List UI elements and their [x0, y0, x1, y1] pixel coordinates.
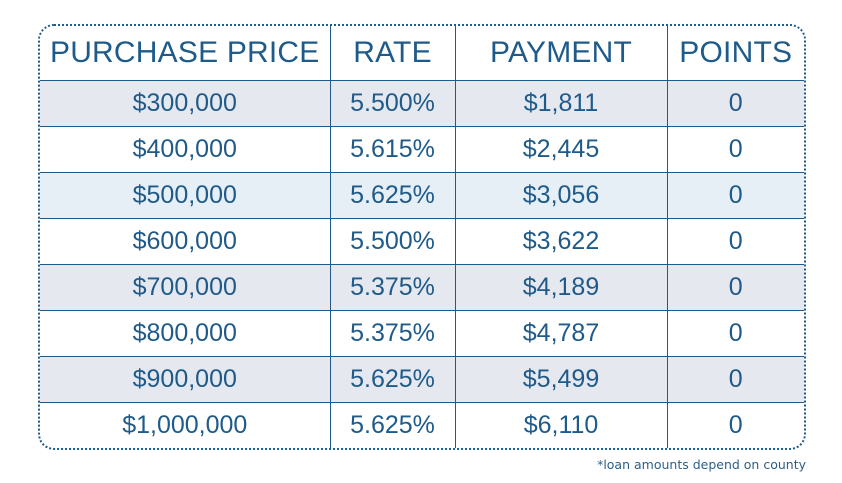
- cell-purchase-price: $300,000: [40, 80, 331, 128]
- table-row: $800,000 5.375% $4,787 0: [40, 310, 804, 358]
- cell-payment: $1,811: [455, 80, 668, 128]
- cell-points: 0: [667, 126, 804, 174]
- cell-payment: $4,787: [455, 310, 668, 358]
- cell-payment: $6,110: [455, 402, 668, 448]
- table-row: $500,000 5.625% $3,056 0: [40, 172, 804, 220]
- table-row: $600,000 5.500% $3,622 0: [40, 218, 804, 266]
- cell-points: 0: [667, 356, 804, 404]
- footnote: *loan amounts depend on county: [597, 457, 806, 472]
- table-row: $900,000 5.625% $5,499 0: [40, 356, 804, 404]
- cell-rate: 5.615%: [330, 126, 456, 174]
- cell-points: 0: [667, 310, 804, 358]
- table-header-row: PURCHASE PRICE RATE PAYMENT POINTS: [40, 26, 804, 81]
- cell-rate: 5.500%: [330, 218, 456, 266]
- header-payment: PAYMENT: [455, 26, 668, 81]
- cell-rate: 5.625%: [330, 356, 456, 404]
- rates-table: PURCHASE PRICE RATE PAYMENT POINTS $300,…: [40, 26, 804, 448]
- cell-payment: $3,056: [455, 172, 668, 220]
- cell-purchase-price: $700,000: [40, 264, 331, 312]
- cell-points: 0: [667, 264, 804, 312]
- header-rate: RATE: [330, 26, 456, 81]
- cell-payment: $2,445: [455, 126, 668, 174]
- cell-rate: 5.625%: [330, 402, 456, 448]
- cell-purchase-price: $500,000: [40, 172, 331, 220]
- cell-rate: 5.625%: [330, 172, 456, 220]
- cell-purchase-price: $900,000: [40, 356, 331, 404]
- cell-rate: 5.375%: [330, 264, 456, 312]
- table-row: $700,000 5.375% $4,189 0: [40, 264, 804, 312]
- cell-rate: 5.375%: [330, 310, 456, 358]
- table-row: $300,000 5.500% $1,811 0: [40, 80, 804, 128]
- cell-purchase-price: $1,000,000: [40, 402, 331, 448]
- cell-purchase-price: $600,000: [40, 218, 331, 266]
- cell-payment: $3,622: [455, 218, 668, 266]
- cell-points: 0: [667, 172, 804, 220]
- cell-payment: $5,499: [455, 356, 668, 404]
- cell-payment: $4,189: [455, 264, 668, 312]
- cell-purchase-price: $400,000: [40, 126, 331, 174]
- cell-purchase-price: $800,000: [40, 310, 331, 358]
- cell-points: 0: [667, 80, 804, 128]
- cell-points: 0: [728, 411, 743, 440]
- header-purchase-price: PURCHASE PRICE: [40, 26, 331, 81]
- header-points: POINTS: [667, 26, 804, 81]
- cell-rate: 5.500%: [330, 80, 456, 128]
- table-row: $400,000 5.615% $2,445 0: [40, 126, 804, 174]
- table-row: $1,000,000 5.625% $6,110 0: [40, 402, 804, 448]
- rates-table-container: PURCHASE PRICE RATE PAYMENT POINTS $300,…: [38, 24, 806, 450]
- cell-points: 0: [667, 218, 804, 266]
